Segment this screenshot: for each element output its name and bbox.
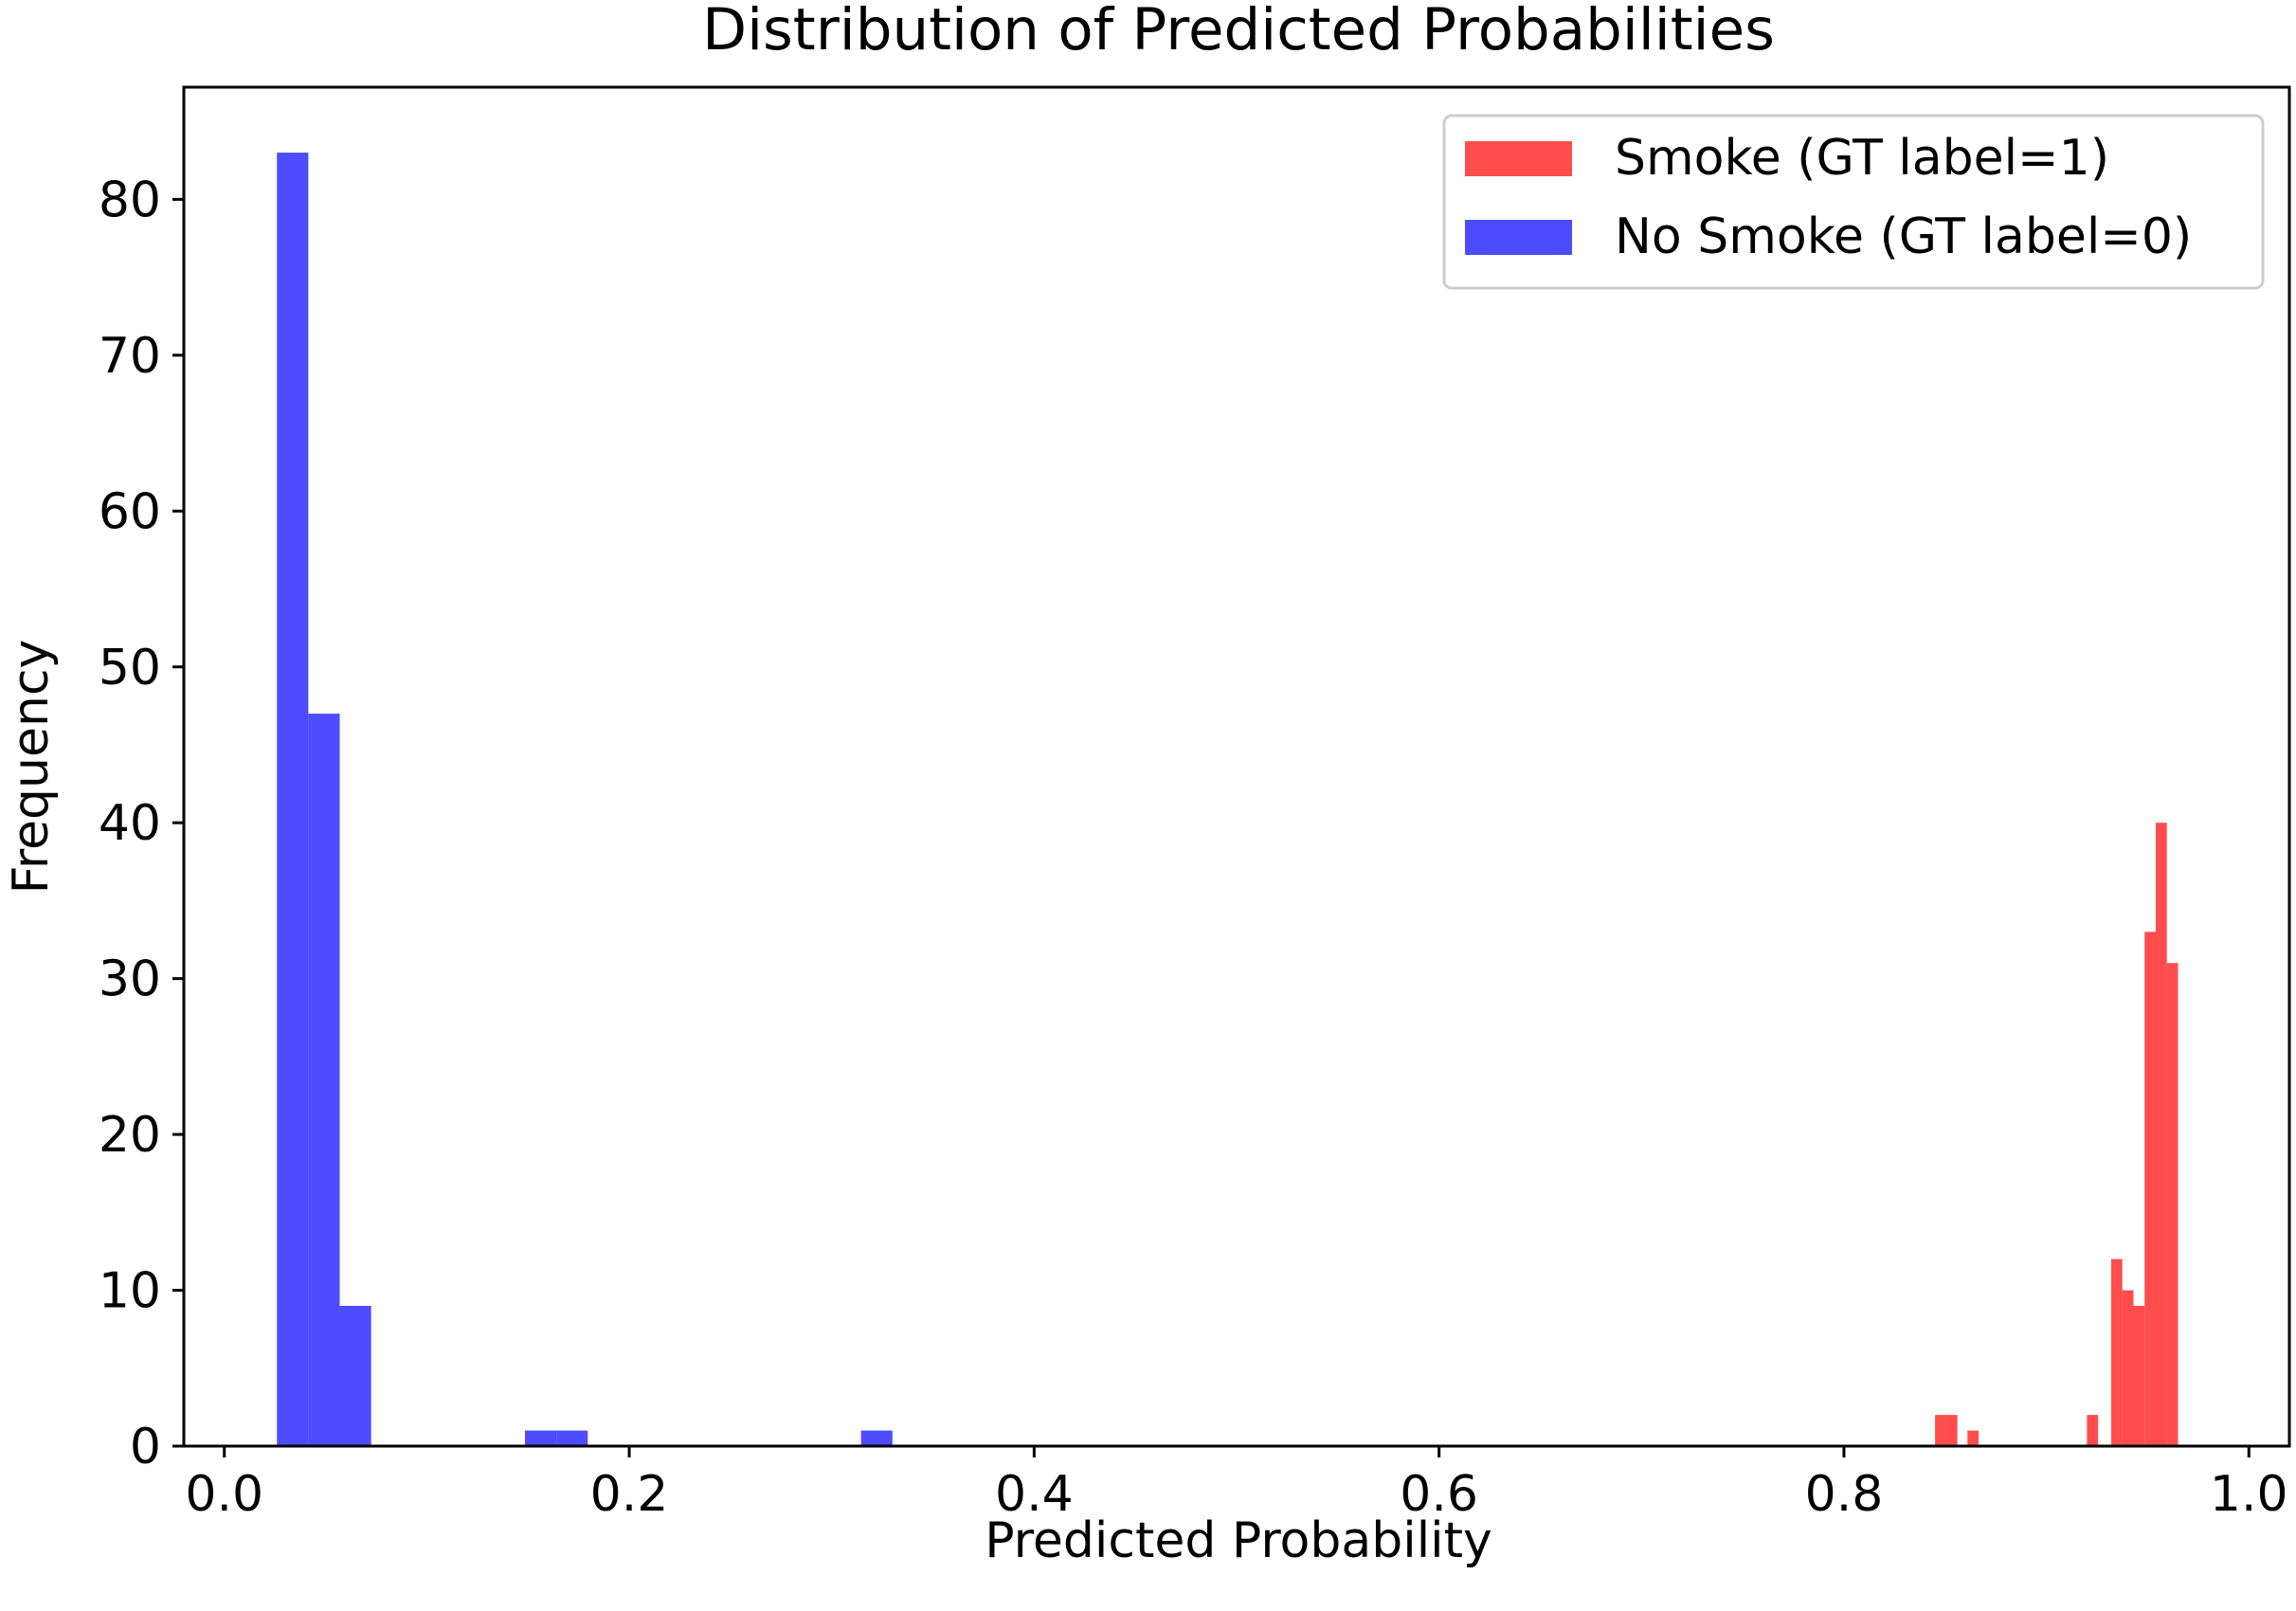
histogram-bar-no-smoke-0 [277, 153, 309, 1446]
y-axis-label: Frequency [3, 640, 60, 895]
histogram-bar-smoke-7 [2144, 932, 2156, 1446]
x-tick-label-5: 1.0 [2210, 1466, 2288, 1523]
histogram-bar-smoke-0 [1935, 1415, 1946, 1446]
histogram-bar-smoke-9 [2166, 963, 2178, 1446]
legend-swatch-smoke [1465, 141, 1572, 176]
histogram-bar-smoke-8 [2155, 823, 2167, 1446]
histogram-bar-smoke-1 [1945, 1415, 1958, 1446]
legend: Smoke (GT label=1) No Smoke (GT label=0) [1442, 114, 2265, 290]
histogram-bar-no-smoke-4 [556, 1430, 588, 1446]
x-tick-label-3: 0.6 [1400, 1466, 1478, 1523]
y-tick-label-3: 30 [99, 951, 161, 1008]
y-tick-label-5: 50 [99, 640, 161, 697]
histogram-bar-no-smoke-5 [860, 1430, 893, 1446]
y-tick-label-0: 0 [130, 1419, 161, 1475]
y-tick-label-1: 10 [99, 1263, 161, 1320]
y-axis-ticks: 0 10 20 30 40 50 60 70 80 [99, 172, 184, 1475]
histogram-bar-no-smoke-3 [525, 1430, 557, 1446]
x-tick-label-0: 0.0 [185, 1466, 263, 1523]
histogram-bar-no-smoke-1 [308, 714, 340, 1446]
histogram-bar-smoke-2 [1967, 1430, 1980, 1446]
y-tick-label-6: 60 [99, 483, 161, 540]
histogram-bar-no-smoke-2 [339, 1306, 371, 1446]
plot-frame [182, 85, 2291, 1448]
x-axis-label: Predicted Probability [985, 1512, 1492, 1569]
plot-area [184, 87, 2289, 1446]
histogram-bar-smoke-4 [2110, 1258, 2123, 1446]
x-tick-label-2: 0.4 [995, 1466, 1074, 1523]
histogram-bar-smoke-5 [2122, 1290, 2134, 1446]
histogram-bar-smoke-3 [2087, 1415, 2099, 1446]
histogram-bar-smoke-6 [2133, 1306, 2145, 1446]
y-tick-label-4: 40 [99, 795, 161, 852]
histogram-bars [277, 153, 2178, 1446]
y-tick-label-7: 70 [99, 328, 161, 385]
x-tick-label-1: 0.2 [590, 1466, 669, 1523]
legend-label-smoke: Smoke (GT label=1) [1615, 130, 2109, 187]
y-tick-label-2: 20 [99, 1107, 161, 1164]
x-axis-ticks: 0.0 0.2 0.4 0.6 0.8 1.0 [185, 1446, 2288, 1523]
x-tick-label-4: 0.8 [1805, 1466, 1884, 1523]
legend-box [1442, 114, 2265, 290]
chart-title: Distribution of Predicted Probabilities [702, 0, 1775, 63]
legend-label-no-smoke: No Smoke (GT label=0) [1615, 208, 2192, 265]
y-tick-label-8: 80 [99, 172, 161, 228]
legend-swatch-no-smoke [1465, 220, 1572, 255]
